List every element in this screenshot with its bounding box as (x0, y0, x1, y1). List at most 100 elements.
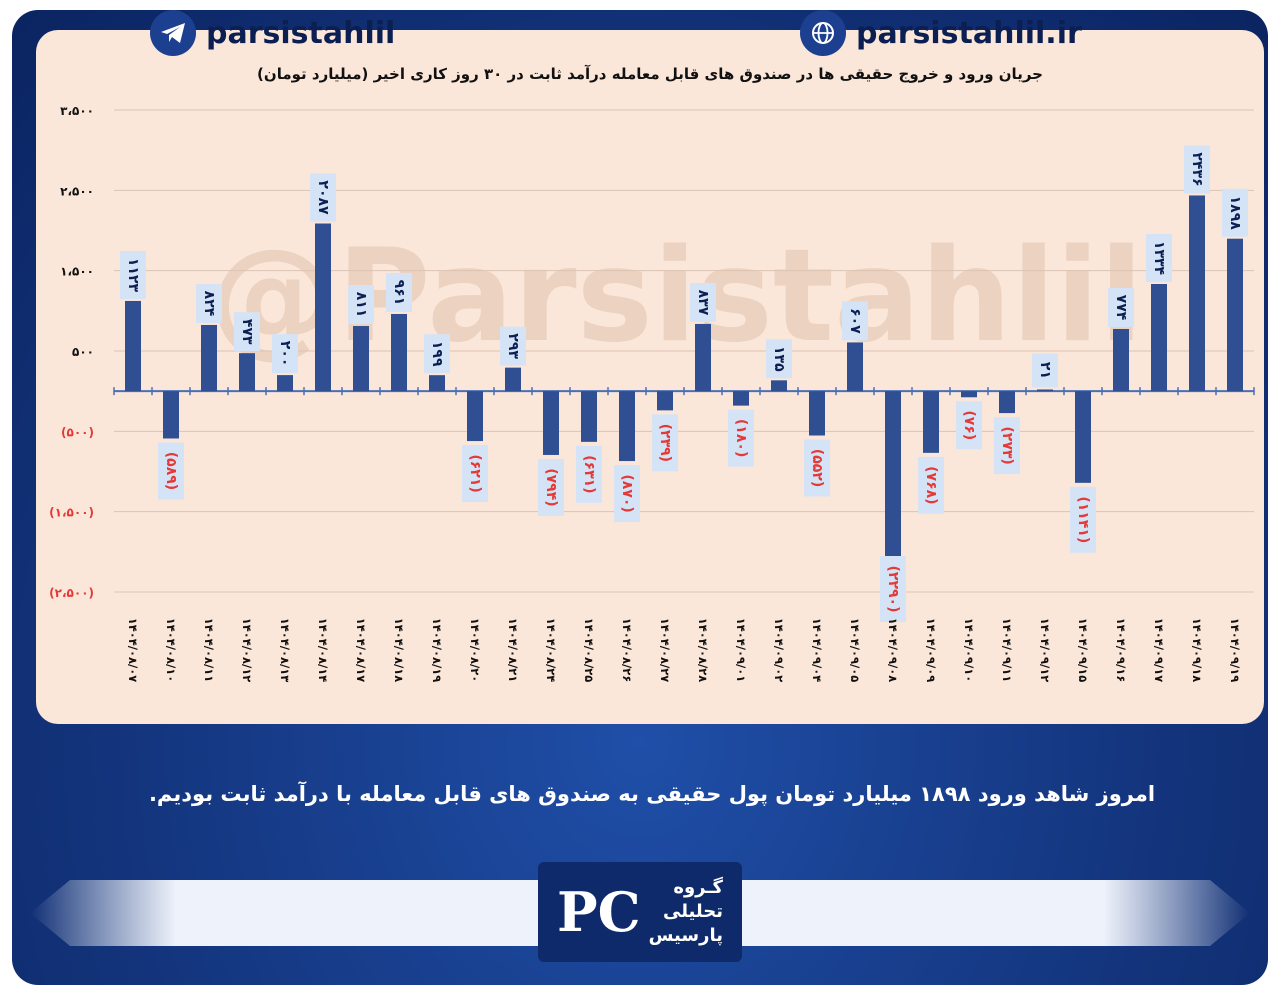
x-tick-label: ۱۴۰۴/۰۸/۱۱ (202, 618, 216, 683)
bar-chart: @Parsistahlil جریان ورود و خروج حقیقی ها… (49, 65, 1255, 683)
x-tick-label: ۱۴۰۴/۰۹/۱۱ (1000, 618, 1014, 683)
x-tick-label: ۱۴۰۴/۰۸/۱۳ (278, 618, 292, 683)
data-label-box (386, 272, 412, 312)
x-tick-label: ۱۴۰۴/۰۹/۱۰ (962, 618, 976, 683)
data-label-box (234, 312, 260, 352)
telegram-link[interactable]: parsistahlil (150, 0, 395, 66)
data-label-box (690, 282, 716, 322)
data-label: ۲۴۳۶ (1189, 152, 1205, 186)
data-label-box (766, 339, 792, 379)
data-label: (۲۳۹) (657, 424, 673, 462)
logo-line: تحلیلی (662, 901, 723, 922)
label-layer: ۱۱۲۳ (۵۸۹) ۸۲۴ ۴۷۳ ۲۰۰ ۲۰۸۷ ۸۱۱ ۹۶۱ ۱۹۹ (۶۲۱) ۲۹۳ (… (120, 145, 1248, 622)
y-tick-label: (۱،۵۰۰) (49, 506, 94, 520)
data-label-box (728, 409, 754, 467)
data-label: ۲۹۳ (505, 333, 521, 359)
bar (961, 391, 977, 398)
y-tick-label: ۲،۵۰۰ (60, 184, 94, 198)
bar (885, 391, 901, 576)
x-tick-label: ۱۴۰۴/۰۸/۲۵ (582, 618, 596, 683)
x-tick-label: ۱۴۰۴/۰۸/۲۴ (544, 618, 558, 683)
x-tick-label: ۱۴۰۴/۰۹/۱۸ (1190, 618, 1204, 683)
bar (505, 367, 521, 392)
data-label-box (614, 465, 640, 523)
bar (239, 353, 255, 392)
y-tick-label: (۲،۵۰۰) (49, 586, 94, 600)
x-tick-label: ۱۴۰۴/۰۸/۱۴ (316, 618, 330, 683)
data-label: ۸۳۷ (695, 290, 711, 316)
x-tick-label: ۱۴۰۴/۰۸/۱۷ (354, 618, 368, 683)
bar (429, 375, 445, 392)
data-label: ۹۶۱ (391, 280, 407, 306)
x-tick-label: ۱۴۰۴/۰۹/۰۱ (734, 618, 748, 683)
website-link[interactable]: parsistahlil.ir (800, 0, 1082, 66)
bar (391, 313, 407, 392)
bar (1075, 391, 1091, 483)
bar (847, 342, 863, 392)
bar (733, 391, 749, 406)
data-label-box (1032, 353, 1058, 388)
data-label: ۱۳۵ (771, 346, 787, 372)
x-tick-label: ۱۴۰۴/۰۹/۰۲ (772, 618, 786, 683)
logo-line: پارسیس (648, 925, 723, 946)
bar (809, 391, 825, 436)
data-label: (۱۸۰) (733, 419, 749, 457)
y-tick-label: (۵۰۰) (61, 425, 94, 439)
data-label-box (1070, 486, 1096, 553)
data-label: ۱۱۲۳ (125, 258, 141, 293)
x-tick-label: ۱۴۰۴/۰۸/۲۸ (696, 618, 710, 683)
data-label-box (652, 414, 678, 472)
data-label-box (576, 445, 602, 503)
x-tick-label: ۱۴۰۴/۰۸/۱۹ (430, 618, 444, 683)
data-label: (۵۸۹) (163, 452, 179, 490)
data-label-box (918, 456, 944, 514)
data-label-box (994, 417, 1020, 475)
bar (1113, 328, 1129, 392)
x-tick-label: ۱۴۰۴/۰۸/۲۱ (506, 618, 520, 683)
data-label-box (462, 445, 488, 503)
bar (999, 391, 1015, 414)
data-label: (۸۷۰) (619, 474, 635, 512)
data-label: (۵۵۲) (809, 449, 825, 487)
data-label: ۸۱۱ (353, 292, 369, 318)
data-label: (۷۹۴) (543, 468, 559, 506)
x-tick-label: ۱۴۰۴/۰۸/۱۸ (392, 618, 406, 683)
data-label: ۱۹۹ (429, 341, 445, 367)
data-label: (۱۱۴۱) (1075, 496, 1091, 543)
bar (1037, 389, 1053, 392)
x-tick-label: ۱۴۰۴/۰۹/۱۹ (1228, 618, 1242, 683)
x-label-layer: ۱۴۰۴/۰۸/۰۷ ۱۴۰۴/۰۸/۱۰ ۱۴۰۴/۰۸/۱۱ ۱۴۰۴/۰۸/۱۲… (126, 618, 1242, 683)
data-label-box (500, 326, 526, 366)
data-label-box (424, 334, 450, 374)
bar (695, 323, 711, 392)
logo-text: گـروه تحلیلی پارسیس (649, 876, 723, 948)
chart-card: @Parsistahlil جریان ورود و خروج حقیقی ها… (36, 30, 1264, 724)
telegram-handle: parsistahlil (206, 15, 396, 51)
data-label: ۲۱ (1037, 362, 1053, 379)
grid-layer: ۳،۵۰۰ ۲،۵۰۰ ۱،۵۰۰ ۵۰۰ (۵۰۰) (۱،۵۰۰) (۲،۵۰۰) (49, 104, 1255, 600)
data-label-box (804, 439, 830, 497)
bar (353, 326, 369, 392)
infographic-frame: @Parsistahlil جریان ورود و خروج حقیقی ها… (12, 10, 1268, 985)
x-tick-label: ۱۴۰۴/۰۸/۱۲ (240, 618, 254, 683)
bar (1151, 284, 1167, 392)
x-tick-label: ۱۴۰۴/۰۸/۲۰ (468, 618, 482, 683)
data-label-box (956, 401, 982, 450)
bar (581, 391, 597, 442)
y-tick-label: ۳،۵۰۰ (60, 104, 94, 118)
data-label-box (1146, 234, 1172, 283)
data-label: ۶۰۷ (847, 308, 863, 334)
data-label-box (1222, 188, 1248, 237)
x-tick-label: ۱۴۰۴/۰۸/۱۰ (164, 618, 178, 683)
data-label-box (196, 283, 222, 323)
telegram-icon (150, 10, 196, 56)
bar (163, 391, 179, 439)
logo-mark: PC (557, 880, 641, 944)
bar (619, 391, 635, 462)
data-label: ۱۸۹۸ (1227, 196, 1243, 231)
data-label: (۷۶) (961, 410, 977, 440)
data-label-box (348, 285, 374, 325)
data-label: (۶۲۱) (467, 454, 483, 492)
data-label-box (880, 556, 906, 622)
website-url: parsistahlil.ir (856, 15, 1082, 51)
